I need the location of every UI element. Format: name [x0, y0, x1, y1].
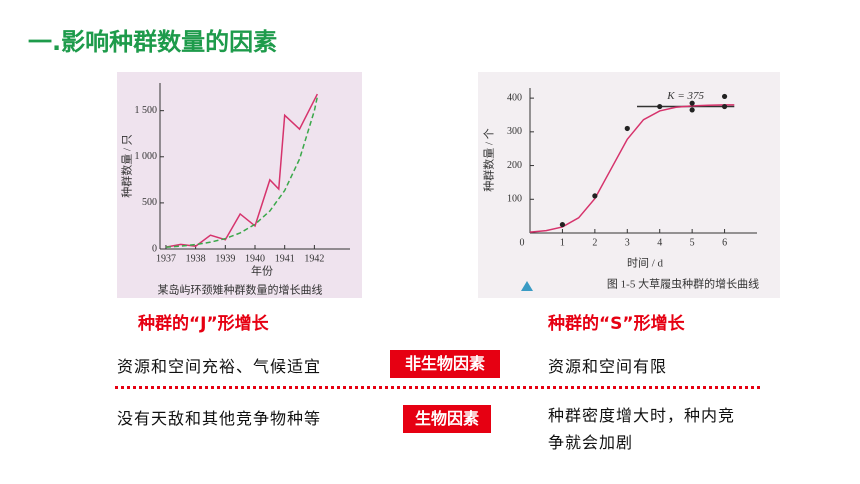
y-tick-label: 400 — [507, 92, 522, 103]
y-tick-label: 500 — [142, 197, 157, 208]
y-tick-label: 300 — [507, 126, 522, 137]
condition: 没有天敌和其他竞争物种等 — [117, 409, 322, 428]
condition: 种群密度增大时，种内竞争就会加剧 — [548, 406, 736, 452]
chart-frame — [478, 72, 780, 298]
y-tick-label: 1 000 — [135, 151, 158, 162]
x-tick-label: 6 — [722, 237, 727, 248]
point — [592, 193, 598, 199]
y-tick-label: 0 — [152, 243, 157, 254]
divider — [115, 386, 760, 389]
x-tick-label: 2 — [592, 237, 597, 248]
y-axis-label: 种群数量 / 个 — [482, 128, 496, 192]
y-axis-label: 种群数量 / 只 — [120, 134, 134, 198]
x-tick-label: 1940 — [245, 253, 265, 264]
x-axis-label: 年份 — [251, 264, 273, 278]
point — [657, 103, 663, 110]
x-tick-label: 5 — [690, 237, 695, 248]
x-tick-label: 1938 — [186, 253, 206, 264]
x-tick-label: 1941 — [275, 253, 295, 264]
point — [624, 125, 630, 132]
curve — [165, 93, 319, 248]
x-tick-label: 1942 — [304, 253, 324, 264]
point — [689, 107, 695, 113]
x-tick-label: 4 — [657, 237, 662, 248]
x-tick-label: 1937 — [156, 253, 176, 264]
point — [559, 221, 566, 228]
factor-tag: 非生物因素 — [390, 350, 500, 378]
x-tick-label: 0 — [520, 237, 525, 248]
chart-frame — [117, 72, 362, 298]
x-tick-label: 3 — [625, 237, 630, 248]
slide-title: 一.影响种群数量的因素 — [28, 28, 278, 56]
y-tick-label: 200 — [507, 160, 522, 171]
k-label: K = 375 — [666, 90, 704, 102]
x-tick-label: 1939 — [215, 253, 235, 264]
caption: 图 1-5 大草履虫种群的增长曲线 — [607, 277, 759, 291]
y-tick-label: 100 — [507, 194, 522, 205]
s-label: 种群的“S”形增长 — [548, 314, 685, 334]
caption-marker — [521, 281, 533, 291]
j-label: 种群的“J”形增长 — [138, 314, 269, 334]
x-tick-label: 1 — [560, 237, 565, 248]
condition: 资源和空间有限 — [548, 357, 668, 376]
condition: 资源和空间充裕、气候适宜 — [117, 357, 322, 376]
point — [721, 93, 728, 100]
caption: 某岛屿环颈雉种群数量的增长曲线 — [158, 283, 323, 297]
curve — [529, 104, 735, 233]
y-tick-label: 1 500 — [135, 105, 158, 116]
point — [721, 103, 728, 110]
x-axis-label: 时间 / d — [627, 257, 664, 270]
curve — [165, 96, 319, 248]
factor-tag: 生物因素 — [403, 405, 491, 433]
point — [689, 100, 695, 106]
